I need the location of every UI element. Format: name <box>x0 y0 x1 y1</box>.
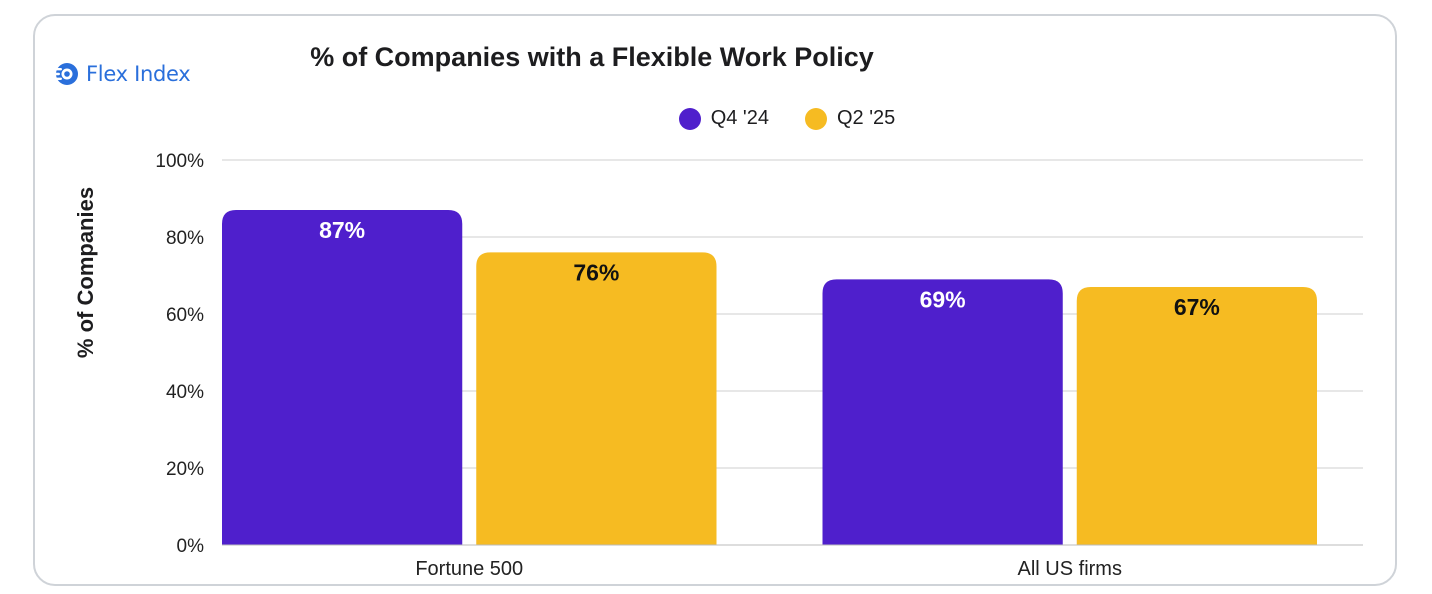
data-label: 76% <box>573 259 619 285</box>
y-tick-label: 80% <box>166 228 204 249</box>
y-tick-label: 0% <box>177 536 205 557</box>
bar <box>476 252 717 545</box>
y-tick-label: 40% <box>166 382 204 403</box>
legend-swatch-q2-25 <box>805 107 827 130</box>
legend-label-q2-25: Q2 '25 <box>837 107 896 129</box>
chart-legend: Q4 '24 Q2 '25 <box>0 107 1432 130</box>
x-category-label: All US firms <box>1018 558 1122 580</box>
brand-logo[interactable]: Flex Index <box>52 58 191 90</box>
legend-label-q4-24: Q4 '24 <box>710 107 769 129</box>
flex-index-logo-icon <box>53 63 78 85</box>
x-category-label: Fortune 500 <box>415 558 523 580</box>
legend-item-q4-24[interactable]: Q4 '24 <box>678 107 769 130</box>
legend-swatch-q4-24 <box>678 107 701 130</box>
y-tick-label: 100% <box>155 151 204 172</box>
bar <box>1076 287 1317 545</box>
y-tick-label: 60% <box>166 305 204 326</box>
bar <box>222 210 463 546</box>
chart-title: % of Companies with a Flexible Work Poli… <box>310 42 874 72</box>
data-label: 69% <box>920 286 966 312</box>
data-label: 67% <box>1174 294 1220 320</box>
y-axis-label: % of Companies <box>73 187 98 358</box>
y-tick-label: 20% <box>166 459 204 480</box>
legend-item-q2-25[interactable]: Q2 '25 <box>805 107 895 130</box>
brand-name: Flex Index <box>86 62 191 86</box>
data-label: 87% <box>319 217 365 243</box>
bar <box>822 279 1063 545</box>
